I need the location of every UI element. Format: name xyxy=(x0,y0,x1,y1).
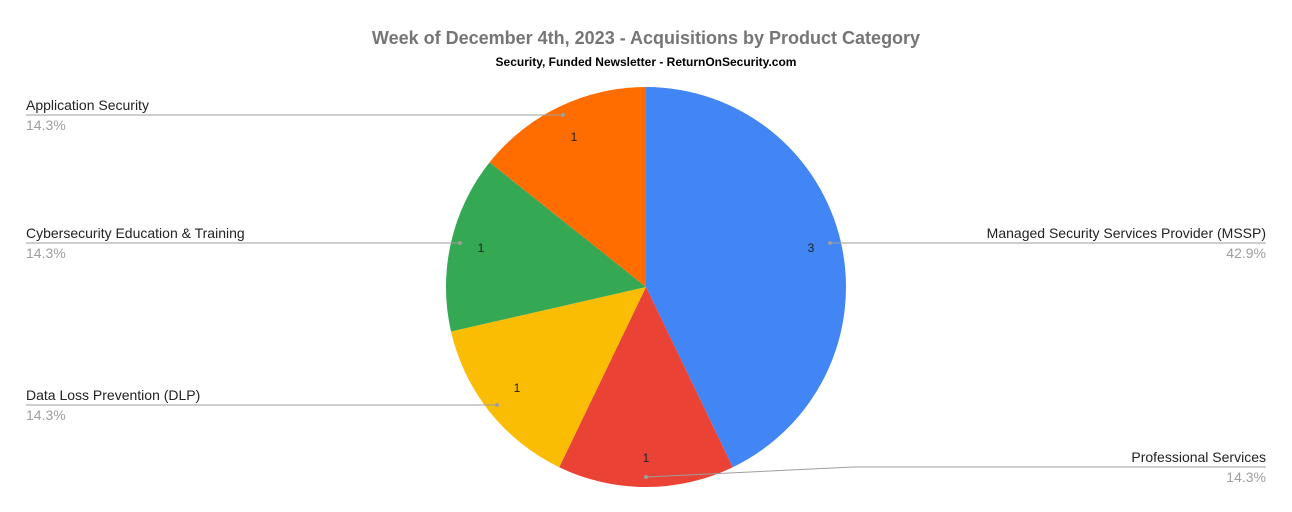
slice-percent-label: 42.9% xyxy=(1226,245,1266,261)
slice-value-label: 1 xyxy=(478,241,485,255)
chart-title: Week of December 4th, 2023 - Acquisition… xyxy=(372,28,920,48)
slice-category-label: Cybersecurity Education & Training xyxy=(26,225,245,241)
pie-slice xyxy=(559,287,733,487)
leader-line xyxy=(645,466,1266,478)
slice-value-label: 1 xyxy=(643,451,650,465)
slice-value-label: 1 xyxy=(514,381,521,395)
pie-slices: 3 1 1 1 1 xyxy=(445,86,846,487)
slice-percent-label: 14.3% xyxy=(26,245,66,261)
leader-dot xyxy=(828,241,832,245)
leader-dot xyxy=(644,475,648,479)
slice-category-label: Application Security xyxy=(26,97,149,113)
slice-percent-label: 14.3% xyxy=(1226,469,1266,485)
slice-value-label: 1 xyxy=(571,130,578,144)
leader-dot xyxy=(458,241,462,245)
pie-slice xyxy=(451,287,646,468)
chart-subtitle: Security, Funded Newsletter - ReturnOnSe… xyxy=(496,55,797,69)
pie-slice xyxy=(489,86,646,287)
pie-slice xyxy=(646,87,846,468)
leader-dot xyxy=(561,113,565,117)
slice-percent-label: 14.3% xyxy=(26,117,66,133)
slice-value-label: 3 xyxy=(808,241,815,255)
slice-percent-label: 14.3% xyxy=(26,407,66,423)
slice-category-label: Managed Security Services Provider (MSSP… xyxy=(987,225,1266,241)
slice-category-label: Professional Services xyxy=(1131,449,1266,465)
pie-labels: Managed Security Services Provider (MSSP… xyxy=(26,97,1266,485)
pie-slice xyxy=(445,162,646,332)
slice-category-label: Data Loss Prevention (DLP) xyxy=(26,387,200,403)
leader-dot xyxy=(495,403,499,407)
